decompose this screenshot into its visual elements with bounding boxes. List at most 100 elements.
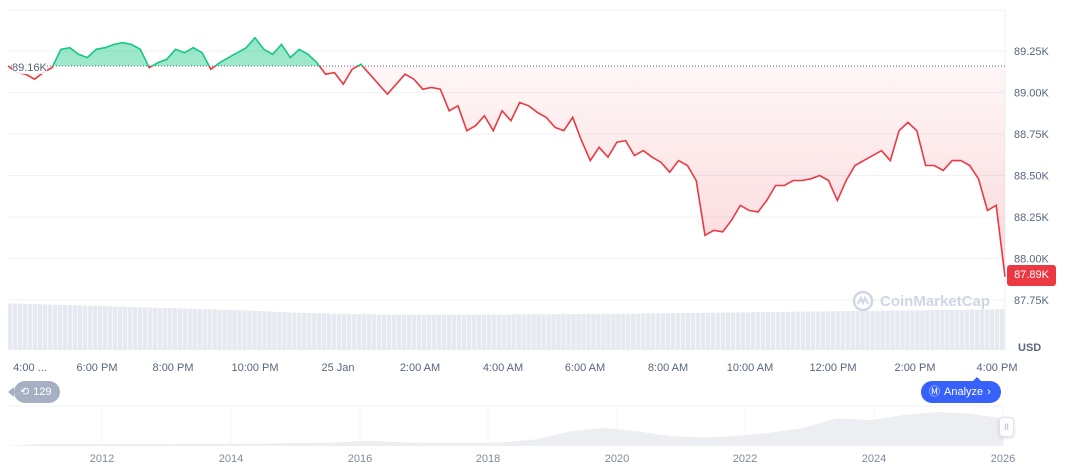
volume-bar bbox=[980, 309, 985, 350]
analyze-icon: Ⓜ bbox=[929, 386, 940, 398]
volume-bar bbox=[900, 310, 905, 350]
events-button[interactable]: ⟲ 129 bbox=[8, 381, 60, 403]
volume-bar bbox=[247, 310, 252, 350]
volume-bar bbox=[67, 305, 73, 350]
volume-bar bbox=[551, 314, 556, 350]
volume-bar bbox=[506, 314, 511, 350]
volume-bar bbox=[391, 314, 397, 350]
volume-bar bbox=[262, 311, 267, 350]
volume-bar bbox=[436, 314, 442, 350]
volume-bar bbox=[491, 314, 496, 350]
volume-bar bbox=[601, 313, 606, 350]
x-tick-label: 4:00 AM bbox=[483, 362, 523, 374]
volume-bar bbox=[142, 307, 147, 350]
volume-bar bbox=[785, 311, 791, 350]
analyze-button[interactable]: Ⓜ Analyze › bbox=[921, 377, 1001, 403]
navigator-year-label: 2018 bbox=[476, 453, 500, 465]
x-tick-label: 8:00 AM bbox=[648, 362, 688, 374]
volume-bar bbox=[217, 309, 222, 350]
volume-bar bbox=[860, 310, 865, 350]
y-tick-label: 88.75K bbox=[1014, 129, 1050, 141]
navigator-handle[interactable]: II bbox=[999, 417, 1014, 437]
volume-bar bbox=[167, 308, 172, 350]
volume-bar bbox=[446, 314, 452, 350]
volume-bar bbox=[695, 312, 701, 350]
volume-bar bbox=[416, 314, 422, 350]
volume-bar bbox=[800, 311, 805, 350]
volume-bar bbox=[501, 314, 506, 350]
volume-bar bbox=[277, 311, 282, 350]
volume-bar bbox=[825, 311, 830, 350]
volume-bar bbox=[690, 312, 696, 350]
volume-bar bbox=[327, 313, 332, 350]
volume-bar bbox=[177, 308, 182, 350]
volume-bar bbox=[945, 309, 950, 350]
volume-bar bbox=[780, 311, 786, 350]
volume-bar bbox=[720, 312, 726, 350]
volume-bar bbox=[332, 313, 337, 350]
navigator-area bbox=[8, 412, 1003, 446]
volume-bar bbox=[925, 310, 930, 350]
volume-bar bbox=[715, 312, 721, 350]
volume-bar bbox=[606, 313, 611, 350]
volume-bar bbox=[466, 314, 472, 350]
volume-bar bbox=[666, 313, 671, 350]
history-icon: ⟲ bbox=[20, 386, 30, 398]
volume-bar bbox=[496, 314, 501, 350]
volume-bar bbox=[875, 310, 880, 350]
volume-bar bbox=[626, 313, 631, 350]
volume-bar bbox=[37, 304, 43, 350]
volume-bar bbox=[870, 310, 875, 350]
volume-bar bbox=[27, 303, 33, 350]
volume-bar bbox=[561, 314, 566, 350]
navigator-year-label: 2012 bbox=[90, 453, 114, 465]
volume-bar bbox=[576, 314, 581, 350]
volume-bar bbox=[885, 310, 890, 350]
volume-bar bbox=[636, 313, 641, 350]
y-tick-label: 87.75K bbox=[1014, 295, 1050, 307]
volume-bar bbox=[207, 309, 212, 350]
volume-bar bbox=[915, 310, 920, 350]
volume-bar bbox=[950, 309, 955, 350]
volume-bar bbox=[232, 310, 237, 350]
volume-bar bbox=[456, 314, 462, 350]
volume-bar bbox=[351, 313, 357, 350]
volume-bar bbox=[985, 309, 990, 350]
y-tick-label: 88.50K bbox=[1014, 171, 1050, 183]
area-below-baseline bbox=[8, 65, 1005, 277]
volume-bar bbox=[356, 314, 362, 350]
navigator-year-label: 2022 bbox=[733, 453, 757, 465]
volume-bar bbox=[42, 304, 48, 350]
volume-bar bbox=[112, 306, 118, 350]
volume-bar bbox=[411, 314, 417, 350]
volume-bar bbox=[137, 307, 142, 350]
volume-bar bbox=[1000, 309, 1005, 350]
volume-bar bbox=[975, 309, 980, 350]
volume-bar bbox=[252, 310, 257, 350]
coinmarketcap-logo-icon bbox=[852, 290, 874, 312]
chevron-right-icon: › bbox=[987, 386, 991, 398]
volume-bar bbox=[611, 313, 616, 350]
volume-bar bbox=[745, 312, 751, 350]
volume-bar bbox=[770, 311, 776, 350]
y-tick-label: 89.25K bbox=[1014, 46, 1050, 58]
volume-bar bbox=[516, 314, 521, 350]
y-tick-label: 89.00K bbox=[1014, 88, 1050, 100]
x-tick-label: 2:00 AM bbox=[400, 362, 440, 374]
volume-bar bbox=[337, 313, 342, 350]
volume-bar bbox=[671, 313, 676, 350]
volume-bar bbox=[92, 305, 98, 350]
volume-bar bbox=[371, 314, 377, 350]
volume-bar bbox=[52, 304, 58, 350]
x-tick-label: 10:00 PM bbox=[231, 362, 278, 374]
events-count: 129 bbox=[33, 386, 52, 398]
volume-bar bbox=[461, 314, 467, 350]
volume-bar bbox=[591, 313, 596, 350]
volume-bar bbox=[471, 314, 476, 350]
x-tick-label: 12:00 PM bbox=[809, 362, 856, 374]
volume-bar bbox=[87, 305, 93, 350]
x-tick-label: 6:00 PM bbox=[77, 362, 118, 374]
x-tick-label: 4:00 ... bbox=[13, 362, 47, 374]
